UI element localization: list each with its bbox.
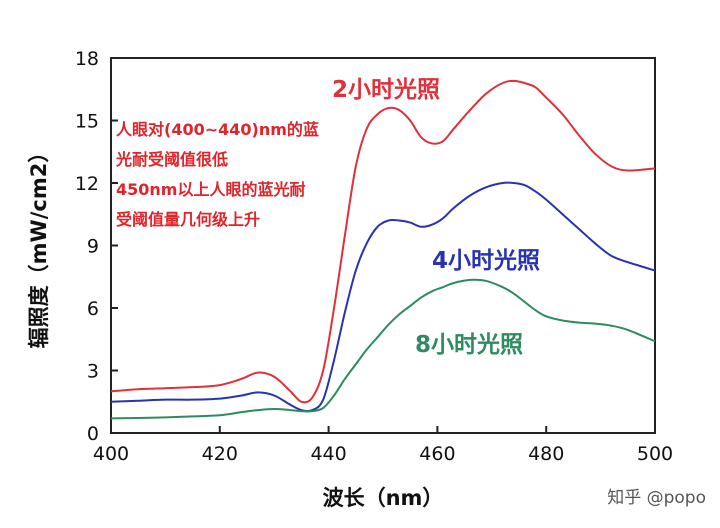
x-tick-label: 420: [202, 443, 238, 465]
y-tick-label: 18: [75, 48, 99, 70]
annotation-line-2: 光耐受阈值很低: [115, 150, 228, 169]
x-axis: 400 420 440 460 480 500: [93, 426, 673, 465]
y-axis-label: 辐照度（mW/cm2）: [27, 142, 51, 349]
annotation-line-1: 人眼对(400~440)nm的蓝: [116, 120, 319, 139]
series-label-4h: 4小时光照: [432, 248, 540, 274]
series-line-2h: [110, 79, 656, 404]
x-tick-label: 500: [637, 443, 673, 465]
x-axis-label: 波长（nm）: [323, 486, 444, 510]
y-axis: 0 3 6 9 12 15 18: [75, 48, 118, 445]
series-label-2h: 2小时光照: [332, 77, 440, 103]
x-tick-label: 460: [419, 443, 455, 465]
series-label-8h: 8小时光照: [415, 332, 523, 358]
watermark: 知乎 @popo: [607, 488, 706, 508]
plot-frame: [110, 57, 656, 434]
y-tick-label: 15: [75, 111, 99, 133]
annotation-line-4: 受阈值量几何级上升: [116, 210, 260, 229]
annotation-line-3: 450nm以上人眼的蓝光耐: [116, 180, 305, 199]
x-tick-label: 440: [310, 443, 346, 465]
x-tick-label: 400: [93, 443, 129, 465]
y-tick-label: 0: [87, 423, 99, 445]
y-tick-label: 3: [87, 361, 99, 383]
series-line-8h: [110, 278, 656, 420]
x-tick-label: 480: [528, 443, 564, 465]
y-tick-label: 9: [87, 236, 99, 258]
y-tick-label: 12: [75, 173, 99, 195]
y-tick-label: 6: [87, 298, 99, 320]
series-lines: [110, 79, 656, 420]
series-line-4h: [110, 181, 656, 413]
